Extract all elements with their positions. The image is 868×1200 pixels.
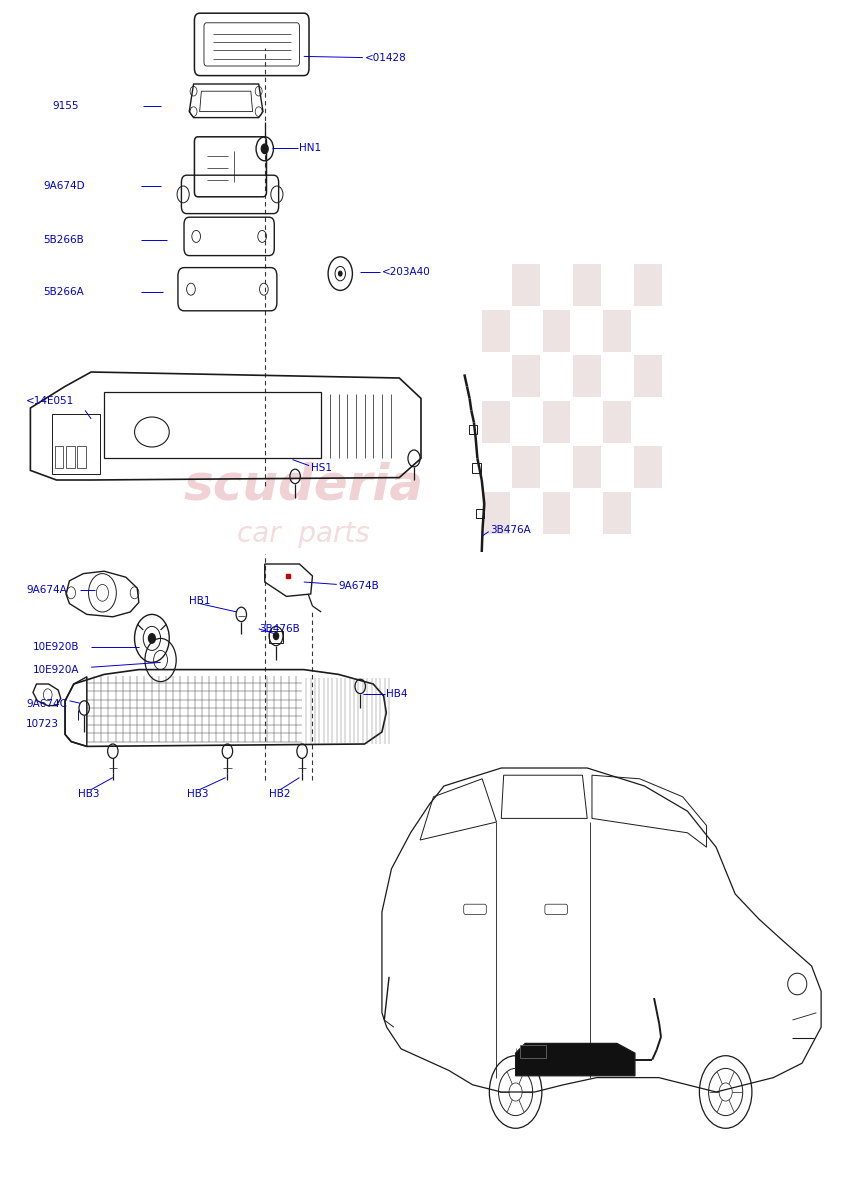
Text: 10723: 10723 bbox=[26, 719, 59, 728]
Text: 9A674C: 9A674C bbox=[26, 700, 67, 709]
Text: 3B476A: 3B476A bbox=[490, 526, 531, 535]
Text: <203A40: <203A40 bbox=[382, 268, 431, 277]
Text: 9A674D: 9A674D bbox=[43, 181, 85, 191]
Text: HB1: HB1 bbox=[189, 596, 211, 606]
Bar bbox=[512, 264, 540, 306]
Bar bbox=[603, 492, 631, 534]
Bar bbox=[603, 401, 631, 443]
Circle shape bbox=[339, 271, 342, 276]
Text: car  parts: car parts bbox=[238, 520, 370, 548]
Text: HB3: HB3 bbox=[187, 790, 208, 799]
Text: HS1: HS1 bbox=[311, 463, 332, 473]
Text: HB2: HB2 bbox=[269, 790, 291, 799]
Text: 9155: 9155 bbox=[52, 101, 79, 110]
Circle shape bbox=[148, 634, 155, 643]
Text: 10E920A: 10E920A bbox=[33, 665, 80, 674]
Bar bbox=[573, 264, 601, 306]
Bar bbox=[542, 492, 570, 534]
Bar bbox=[573, 446, 601, 488]
FancyBboxPatch shape bbox=[520, 1045, 546, 1058]
Bar bbox=[634, 446, 661, 488]
Bar bbox=[634, 264, 661, 306]
Bar bbox=[634, 355, 661, 397]
Bar bbox=[482, 401, 510, 443]
Text: 10E920B: 10E920B bbox=[33, 642, 80, 652]
Text: HB4: HB4 bbox=[386, 689, 408, 698]
Text: scuderia: scuderia bbox=[184, 462, 424, 510]
Text: HB3: HB3 bbox=[78, 790, 100, 799]
Bar bbox=[542, 310, 570, 352]
Bar bbox=[573, 355, 601, 397]
Circle shape bbox=[273, 632, 279, 640]
Text: 5B266A: 5B266A bbox=[43, 287, 84, 296]
Bar bbox=[603, 310, 631, 352]
Bar bbox=[512, 446, 540, 488]
Text: 9A674A: 9A674A bbox=[26, 586, 67, 595]
Polygon shape bbox=[516, 1043, 635, 1075]
Text: <01428: <01428 bbox=[365, 53, 406, 62]
Bar bbox=[482, 310, 510, 352]
Text: 9A674B: 9A674B bbox=[339, 581, 379, 590]
Text: HN1: HN1 bbox=[299, 143, 321, 152]
Circle shape bbox=[261, 144, 268, 154]
Text: 5B266B: 5B266B bbox=[43, 235, 84, 245]
Bar bbox=[512, 355, 540, 397]
Bar bbox=[482, 492, 510, 534]
Bar bbox=[542, 401, 570, 443]
Text: 3B476B: 3B476B bbox=[259, 624, 299, 634]
Text: <14E051: <14E051 bbox=[26, 396, 75, 406]
